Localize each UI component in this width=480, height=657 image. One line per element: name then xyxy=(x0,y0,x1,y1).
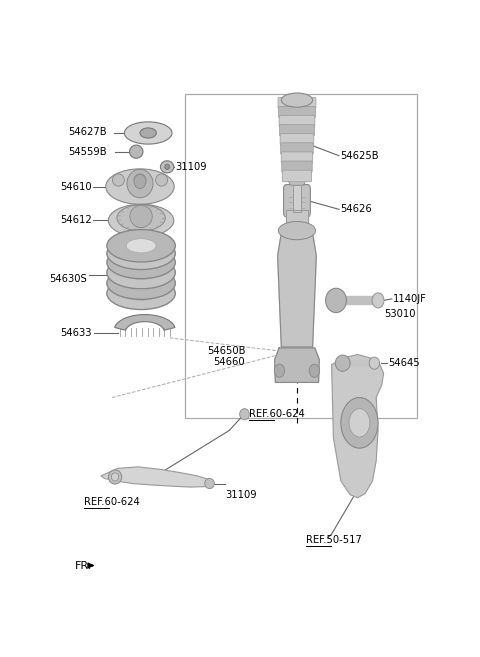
Ellipse shape xyxy=(204,478,215,489)
Polygon shape xyxy=(275,348,319,382)
Ellipse shape xyxy=(130,145,143,158)
Text: 54625B: 54625B xyxy=(340,150,379,161)
Text: 54559B: 54559B xyxy=(68,147,107,156)
Ellipse shape xyxy=(281,93,312,107)
Polygon shape xyxy=(339,360,372,366)
Ellipse shape xyxy=(372,293,384,308)
Text: 54610: 54610 xyxy=(60,182,92,192)
Ellipse shape xyxy=(108,470,122,484)
Text: REF.50-517: REF.50-517 xyxy=(305,535,361,545)
Polygon shape xyxy=(292,185,301,212)
FancyBboxPatch shape xyxy=(281,152,313,164)
Text: 1140JF: 1140JF xyxy=(393,294,427,304)
Ellipse shape xyxy=(126,246,156,260)
Text: REF.60-624: REF.60-624 xyxy=(84,497,140,507)
Text: 54650B: 54650B xyxy=(207,346,245,356)
Text: 54633: 54633 xyxy=(60,328,92,338)
Ellipse shape xyxy=(107,256,175,289)
Ellipse shape xyxy=(107,277,175,309)
Polygon shape xyxy=(286,210,308,231)
Text: 31109: 31109 xyxy=(175,162,207,172)
Ellipse shape xyxy=(160,161,174,173)
FancyBboxPatch shape xyxy=(281,143,313,154)
Text: 54626: 54626 xyxy=(340,204,372,214)
Text: 31109: 31109 xyxy=(226,489,257,500)
Text: FR.: FR. xyxy=(75,560,92,570)
Ellipse shape xyxy=(134,174,146,186)
Ellipse shape xyxy=(349,409,370,437)
Ellipse shape xyxy=(140,128,156,138)
Ellipse shape xyxy=(107,267,175,300)
Text: 53010: 53010 xyxy=(384,309,416,319)
FancyBboxPatch shape xyxy=(279,116,315,127)
Ellipse shape xyxy=(127,170,153,198)
Ellipse shape xyxy=(126,286,156,300)
Polygon shape xyxy=(342,296,376,304)
Ellipse shape xyxy=(126,265,156,280)
Text: 54612: 54612 xyxy=(60,215,92,225)
Polygon shape xyxy=(286,176,308,185)
Ellipse shape xyxy=(369,357,380,369)
Text: 54660: 54660 xyxy=(214,357,245,367)
Ellipse shape xyxy=(240,409,249,420)
Bar xyxy=(185,94,417,418)
Ellipse shape xyxy=(156,174,168,186)
Text: 54627B: 54627B xyxy=(68,127,107,137)
Ellipse shape xyxy=(112,174,124,186)
Ellipse shape xyxy=(134,175,146,189)
FancyBboxPatch shape xyxy=(284,185,311,217)
Ellipse shape xyxy=(126,256,156,269)
FancyBboxPatch shape xyxy=(280,134,314,145)
FancyBboxPatch shape xyxy=(282,161,312,173)
Polygon shape xyxy=(332,355,384,498)
Polygon shape xyxy=(115,315,175,330)
Ellipse shape xyxy=(107,229,175,262)
FancyBboxPatch shape xyxy=(282,170,312,182)
Text: 54630S: 54630S xyxy=(49,274,87,284)
Ellipse shape xyxy=(130,206,152,227)
FancyBboxPatch shape xyxy=(278,106,315,118)
Ellipse shape xyxy=(341,397,378,448)
Ellipse shape xyxy=(108,204,174,237)
Ellipse shape xyxy=(309,364,320,377)
Ellipse shape xyxy=(107,237,175,269)
Polygon shape xyxy=(101,467,211,487)
Ellipse shape xyxy=(274,364,285,377)
Ellipse shape xyxy=(106,169,174,204)
Ellipse shape xyxy=(335,355,350,371)
Ellipse shape xyxy=(165,164,169,170)
Ellipse shape xyxy=(126,238,156,253)
Ellipse shape xyxy=(117,205,165,231)
Ellipse shape xyxy=(124,122,172,144)
Polygon shape xyxy=(277,233,316,347)
FancyBboxPatch shape xyxy=(279,125,314,136)
Ellipse shape xyxy=(325,288,347,313)
FancyBboxPatch shape xyxy=(278,97,316,109)
Ellipse shape xyxy=(126,276,156,290)
Text: 54645: 54645 xyxy=(388,358,420,368)
Text: REF.60-624: REF.60-624 xyxy=(249,409,305,419)
Ellipse shape xyxy=(111,473,119,481)
Ellipse shape xyxy=(107,246,175,279)
Ellipse shape xyxy=(278,221,315,240)
